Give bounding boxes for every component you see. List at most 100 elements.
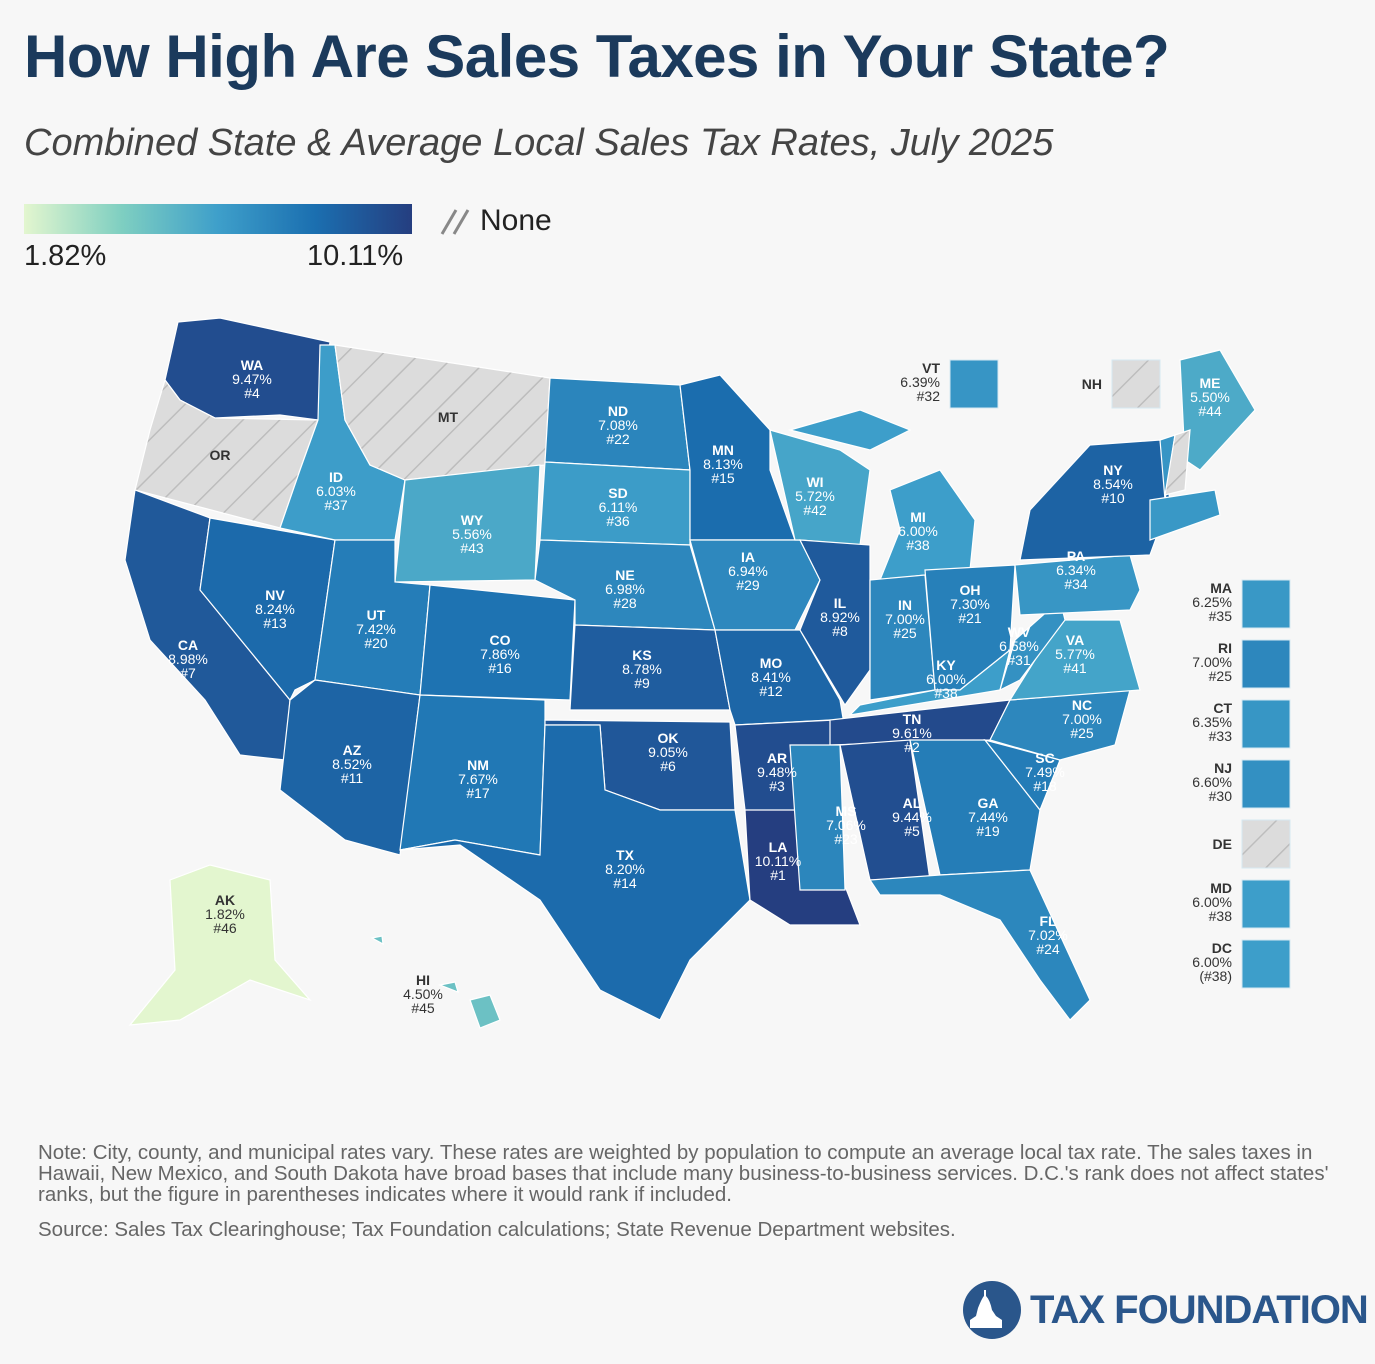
state-rate-label: 7.06% [826,817,866,833]
state-abbr-label: LA [769,839,788,855]
state-abbr-label: TN [903,711,922,727]
state-rank-label: #36 [606,513,630,529]
state-ak [128,864,312,1026]
state-ma-ct-ri [1149,489,1221,541]
tax-foundation-logo: TAX FOUNDATION [962,1280,1369,1340]
state-ia [689,539,821,631]
callout-abbr-label: NH [1082,376,1102,392]
callout-rate-label: 6.39% [900,374,940,390]
state-rank-label: #43 [460,540,484,556]
state-abbr-label: NM [467,757,489,773]
state-rate-label: 8.20% [605,861,645,877]
state-rank-label: #41 [1063,660,1087,676]
state-ny [1019,439,1171,561]
state-rank-label: #37 [324,497,348,513]
state-rank-label: #15 [711,470,735,486]
state-rank-label: #17 [466,785,490,801]
state-mn [679,374,796,541]
state-rank-label: #16 [488,660,512,676]
page-subtitle: Combined State & Average Local Sales Tax… [24,122,1054,164]
callout-swatch-ri [1241,639,1291,689]
state-abbr-label: ID [329,469,343,485]
callout-abbr-label: DC [1212,940,1232,956]
callout-rate-label: 6.35% [1192,714,1232,730]
state-abbr-label: IA [741,549,755,565]
state-rank-label: #4 [244,385,260,401]
state-abbr-label: OR [210,447,231,463]
state-rank-label: #24 [1036,941,1060,957]
state-rate-label: 5.56% [452,526,492,542]
state-rank-label: #19 [976,823,1000,839]
state-il [798,539,871,707]
state-abbr-label: MN [712,442,734,458]
state-rank-label: #38 [906,537,930,553]
state-rate-label: 5.77% [1055,646,1095,662]
state-abbr-label: MT [438,409,459,425]
state-abbr-label: AR [767,750,787,766]
state-rank-label: #29 [736,577,760,593]
state-abbr-label: TX [616,847,635,863]
callout-rank-label: #32 [917,388,941,404]
state-abbr-label: UT [367,607,386,623]
state-hi [370,935,384,946]
state-abbr-label: FL [1039,913,1057,929]
state-hi [437,981,459,994]
state-rate-label: 8.52% [332,756,372,772]
state-rank-label: #42 [803,502,827,518]
callout-swatch-vt [949,359,999,409]
state-rate-label: 6.11% [599,499,638,515]
state-abbr-label: ME [1200,375,1221,391]
state-abbr-label: NY [1103,462,1123,478]
state-rate-label: 6.00% [898,523,938,539]
state-rank-label: #8 [832,623,848,639]
state-rate-label: 7.44% [968,809,1008,825]
state-rate-label: 9.05% [648,744,688,760]
state-abbr-label: AL [903,795,922,811]
state-rank-label: #25 [893,625,917,641]
state-rate-label: 8.78% [622,661,662,677]
state-rank-label: #11 [341,770,364,786]
callout-rate-label: 7.00% [1192,654,1232,670]
state-rank-label: #3 [769,778,785,794]
legend-max-label: 10.11% [307,240,404,272]
state-rate-label: 7.00% [885,611,925,627]
callout-rank-label: #35 [1209,608,1233,624]
state-abbr-label: OK [658,730,679,746]
legend-min-label: 1.82% [24,240,107,272]
callout-rate-label: 6.60% [1192,774,1232,790]
state-rate-label: 6.34% [1056,562,1096,578]
logo-text: TAX FOUNDATION [1030,1287,1369,1332]
state-tx [399,724,751,1021]
state-rank-label: #31 [1007,652,1031,668]
callout-abbr-label: MD [1210,880,1232,896]
state-abbr-label: KY [936,657,956,673]
callout-rank-label: #38 [1209,908,1233,924]
state-nh [1164,429,1191,496]
state-rank-label: #12 [759,683,783,699]
page-title: How High Are Sales Taxes in Your State? [24,23,1170,90]
state-rate-label: 7.08% [598,417,638,433]
state-rank-label: #46 [213,920,237,936]
state-rate-label: 5.72% [795,488,835,504]
state-sc [983,738,1061,812]
state-abbr-label: NE [615,567,634,583]
state-rate-label: 9.61% [892,725,932,741]
callout-swatch-md [1241,879,1291,929]
color-scale-bar [24,204,412,234]
callout-abbr-label: MA [1210,580,1232,596]
state-abbr-label: VA [1066,632,1084,648]
callout-abbr-label: NJ [1214,760,1232,776]
state-rank-label: #25 [1070,725,1094,741]
state-rank-label: #28 [613,595,637,611]
state-abbr-label: CA [178,637,198,653]
state-abbr-label: NV [265,587,285,603]
state-abbr-label: KS [632,647,651,663]
state-rate-label: 7.86% [480,646,520,662]
state-rank-label: #44 [1198,403,1222,419]
legend-none-label: None [480,204,552,237]
state-rate-label: 7.30% [950,596,990,612]
state-rate-label: 8.13% [703,456,743,472]
source-line: Source: Sales Tax Clearinghouse; Tax Fou… [38,1218,956,1241]
state-hi [469,994,501,1029]
state-abbr-label: IN [898,597,912,613]
